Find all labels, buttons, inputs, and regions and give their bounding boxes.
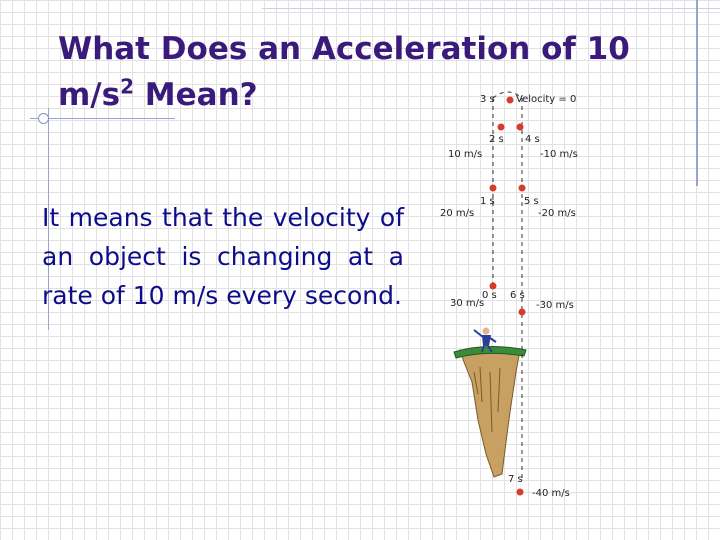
cliff-grass [453, 345, 527, 359]
label-v10-up: 10 m/s [448, 149, 482, 160]
top-decorative-rule [262, 8, 720, 9]
ball-1s [489, 184, 497, 192]
right-decorative-rule [696, 0, 698, 186]
thrower-person [473, 327, 497, 353]
label-t6: 6 s [510, 290, 525, 301]
label-v30-up: 30 m/s [450, 298, 484, 309]
label-t0: 0 s [482, 290, 497, 301]
label-t4: 4 s [525, 134, 540, 145]
label-v20-up: 20 m/s [440, 208, 474, 219]
apex-arc [492, 91, 523, 99]
label-t3: 3 s [480, 94, 495, 105]
label-v20-down: -20 m/s [538, 208, 576, 219]
label-v10-down: -10 m/s [540, 149, 578, 160]
label-t7: 7 s [508, 474, 523, 485]
ball-0s [489, 282, 497, 290]
ball-4s [516, 123, 524, 131]
ball-3s [506, 96, 514, 104]
label-v40-down: -40 m/s [532, 488, 570, 499]
label-t5: 5 s [524, 196, 539, 207]
label-t2: 2 s [489, 134, 504, 145]
title-line-2-prefix: m/s [58, 77, 121, 113]
rule-circle-ornament [38, 113, 49, 124]
cliff-rock [459, 349, 521, 478]
title-superscript: 2 [120, 74, 134, 99]
cliff-cracks [473, 366, 501, 433]
ball-7s [516, 488, 524, 496]
ball-2s [497, 123, 505, 131]
falling-ball-illustration: 3 s Velocity = 0 2 s 4 s 10 m/s -10 m/s … [440, 91, 578, 499]
falling-ball-figure: 3 s Velocity = 0 2 s 4 s 10 m/s -10 m/s … [436, 82, 596, 510]
label-top-velocity: Velocity = 0 [516, 94, 576, 105]
left-vertical-rule [48, 108, 49, 330]
title-line-1: What Does an Acceleration of 10 [58, 31, 630, 67]
ball-6s [518, 308, 526, 316]
ball-5s [518, 184, 526, 192]
title-line-2-suffix: Mean? [134, 77, 258, 113]
title-underline-rule [30, 118, 175, 119]
slide-title: What Does an Acceleration of 10 m/s2 Mea… [58, 26, 658, 118]
label-t1: 1 s [480, 196, 495, 207]
label-v30-down: -30 m/s [536, 300, 574, 311]
body-paragraph: It means that the velocity of an object … [42, 203, 404, 310]
